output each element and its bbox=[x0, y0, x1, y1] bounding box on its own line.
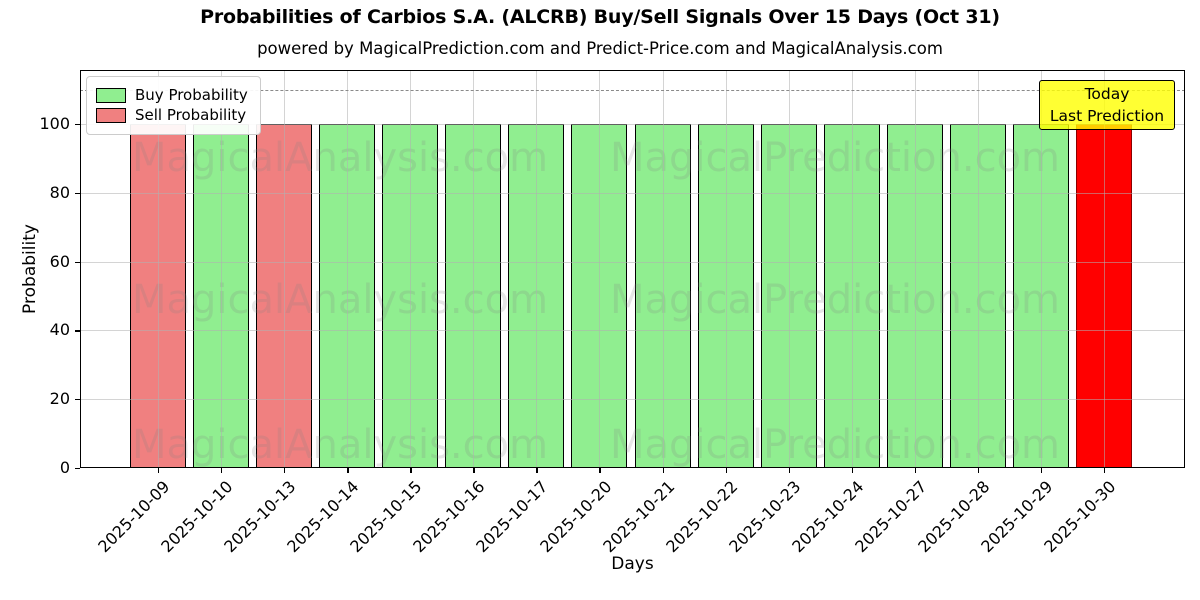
x-tick-mark bbox=[662, 468, 664, 473]
gridline-vertical bbox=[977, 70, 979, 468]
x-tick-mark bbox=[536, 468, 538, 473]
gridline-vertical bbox=[410, 70, 412, 468]
gridline-vertical bbox=[473, 70, 475, 468]
y-tick-label-100: 100 bbox=[39, 114, 70, 133]
gridline-vertical bbox=[599, 70, 601, 468]
gridline-horizontal bbox=[80, 330, 1185, 332]
gridline-vertical bbox=[1040, 70, 1042, 468]
y-tick-label-80: 80 bbox=[49, 182, 70, 202]
x-tick-mark bbox=[410, 468, 412, 473]
legend: Buy Probability Sell Probability bbox=[86, 76, 261, 135]
watermark-analysis: MagicalAnalysis.com bbox=[131, 422, 549, 468]
gridline-vertical bbox=[725, 70, 727, 468]
y-tick-label-0: 0 bbox=[59, 458, 70, 477]
x-tick-mark bbox=[788, 468, 790, 473]
y-tick-label-40: 40 bbox=[49, 320, 70, 340]
x-tick-mark bbox=[1040, 468, 1043, 473]
gridline-vertical bbox=[662, 70, 664, 468]
dashed-guideline bbox=[80, 89, 1185, 91]
y-tick-label-60: 60 bbox=[49, 251, 70, 271]
gridline-vertical bbox=[788, 70, 790, 468]
gridline-vertical bbox=[347, 70, 349, 468]
x-axis-label: Days bbox=[611, 554, 654, 574]
gridline-horizontal bbox=[80, 399, 1185, 401]
legend-label-sell: Sell Probability bbox=[135, 106, 247, 124]
x-tick-mark bbox=[977, 468, 980, 473]
chart-title: Probabilities of Carbios S.A. (ALCRB) Bu… bbox=[200, 6, 1000, 28]
x-tick-mark bbox=[284, 468, 286, 473]
x-tick-mark bbox=[599, 468, 601, 473]
sell-color-swatch bbox=[96, 108, 126, 123]
gridline-horizontal bbox=[80, 261, 1185, 263]
watermark-prediction: MagicalPrediction.com bbox=[610, 135, 1060, 181]
y-tick-label-20: 20 bbox=[49, 389, 70, 409]
plot-area: Buy Probability Sell Probability Today L… bbox=[80, 70, 1185, 468]
annotation-line-2: Last Prediction bbox=[1049, 107, 1165, 125]
gridline-vertical bbox=[158, 70, 159, 468]
gridline-horizontal bbox=[80, 124, 1185, 125]
y-tick-mark bbox=[75, 261, 80, 263]
gridline-vertical bbox=[851, 70, 853, 468]
y-tick-mark bbox=[75, 399, 80, 401]
gridline-vertical bbox=[221, 70, 223, 468]
x-tick-mark bbox=[221, 468, 223, 473]
gridline-vertical bbox=[914, 70, 916, 468]
watermark-analysis: MagicalAnalysis.com bbox=[131, 277, 549, 323]
legend-label-buy: Buy Probability bbox=[135, 86, 248, 104]
y-tick-mark bbox=[75, 468, 80, 470]
buy-color-swatch bbox=[96, 88, 126, 103]
x-tick-mark bbox=[725, 468, 727, 473]
watermark-prediction: MagicalPrediction.com bbox=[610, 422, 1060, 468]
gridline-vertical bbox=[284, 70, 286, 468]
annotation-line-1: Today bbox=[1084, 85, 1130, 103]
gridline-vertical bbox=[536, 70, 538, 468]
x-tick-mark bbox=[473, 468, 475, 473]
x-tick-mark bbox=[347, 468, 349, 473]
legend-item-buy: Buy Probability bbox=[96, 87, 248, 104]
y-tick-mark bbox=[75, 124, 80, 126]
watermark-analysis: MagicalAnalysis.com bbox=[131, 135, 549, 181]
x-tick-mark bbox=[851, 468, 854, 473]
gridline-vertical bbox=[1104, 70, 1106, 468]
watermark-prediction: MagicalPrediction.com bbox=[610, 277, 1060, 323]
y-tick-mark bbox=[75, 192, 80, 195]
x-tick-mark bbox=[914, 468, 917, 473]
gridline-horizontal bbox=[80, 192, 1185, 194]
chart-subtitle: powered by MagicalPrediction.com and Pre… bbox=[257, 39, 943, 58]
legend-item-sell: Sell Probability bbox=[96, 107, 248, 124]
y-tick-mark bbox=[75, 330, 80, 332]
today-annotation: Today Last Prediction bbox=[1039, 80, 1175, 130]
x-tick-mark bbox=[158, 468, 160, 473]
x-tick-mark bbox=[1104, 468, 1106, 473]
